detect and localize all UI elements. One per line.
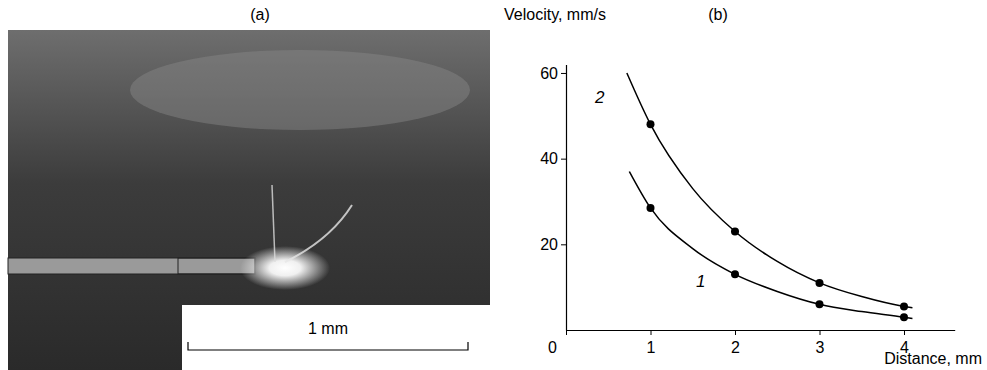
photo-haze [130,50,470,130]
x-tick-mark [904,330,905,335]
y-tick-mark [561,159,566,160]
data-point [731,270,739,278]
y-tick-mark [561,244,566,245]
x-tick: 3 [816,330,825,356]
scale-bar-background [182,305,492,370]
series-line [627,73,913,308]
figure: 1 mm(a)(b)01234204060Velocity, mm/sDista… [0,0,987,370]
scale-bar-label: 1 mm [308,320,348,337]
x-tick-label: 2 [731,339,740,356]
photo-spark [285,205,352,262]
data-point [900,313,908,321]
data-point [900,302,908,310]
x-axis-title: Distance, mm [884,350,982,367]
y-tick: 20 [540,236,566,253]
x-tick-mark [820,330,821,335]
y-tick: 60 [540,65,566,82]
x-axis-line [567,330,956,331]
y-tick-label: 60 [540,65,558,82]
x-tick: 1 [647,330,656,356]
photo-glow [240,246,330,290]
data-point [647,120,655,128]
x-tick-label: 3 [816,339,825,356]
panel-label: (b) [708,6,728,23]
data-point [816,300,824,308]
photo: 1 mm [8,30,492,370]
data-point [731,227,739,235]
y-tick-label: 40 [540,150,558,167]
scale-bar [188,342,468,350]
series-label: 2 [594,88,605,107]
x-tick: 0 [548,330,566,356]
plot-area [627,73,913,321]
y-axis-title: Velocity, mm/s [504,6,606,23]
series-label: 1 [696,272,705,291]
panel-label: (a) [250,6,270,23]
y-axis-line [566,65,567,331]
x-tick-label: 0 [548,339,557,356]
y-tick-label: 20 [540,236,558,253]
data-point [647,204,655,212]
x-tick: 2 [731,330,740,356]
photo-probe [8,258,255,274]
y-tick-mark [561,73,566,74]
x-tick-mark [735,330,736,335]
data-point [816,279,824,287]
photo-spark [272,185,275,262]
x-tick-label: 1 [647,339,656,356]
x-tick-mark [566,330,567,335]
series-line [629,171,912,318]
y-tick: 40 [540,150,566,167]
x-tick-mark [651,330,652,335]
y-axis: 20 40 60 [540,65,566,331]
